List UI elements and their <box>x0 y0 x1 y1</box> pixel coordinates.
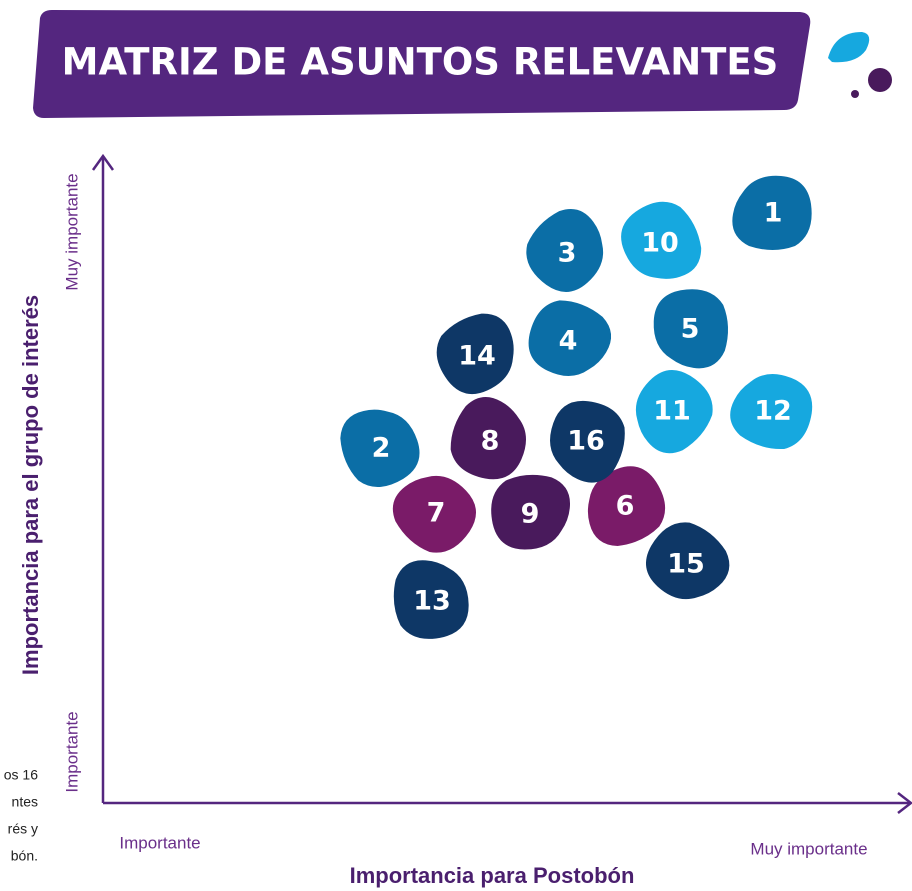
issue-blob <box>436 313 514 395</box>
issue-blob <box>491 474 571 550</box>
side-note: bón. <box>11 848 38 864</box>
issue-blob <box>340 409 420 487</box>
x-low-label: Importante <box>119 833 200 852</box>
issue-number: 5 <box>681 314 700 345</box>
decor-dot <box>851 90 859 98</box>
title-banner <box>33 10 811 118</box>
issue-node: 12 <box>730 374 813 450</box>
y-axis-title: Importancia para el grupo de interés <box>18 295 43 675</box>
issue-number: 12 <box>754 396 792 427</box>
side-note: os 16 <box>4 767 38 783</box>
issue-number: 6 <box>616 491 635 522</box>
issue-number: 13 <box>413 586 451 617</box>
y-high-label: Muy importante <box>62 173 81 290</box>
issue-node: 7 <box>392 475 476 553</box>
issue-blob <box>393 560 469 639</box>
issue-node: 3 <box>526 208 604 292</box>
issue-node: 13 <box>393 560 469 639</box>
y-arrow <box>91 153 115 171</box>
issue-blob <box>550 400 625 483</box>
issue-blob <box>621 201 702 279</box>
decor-dot <box>868 68 892 92</box>
issue-node: 6 <box>587 466 666 546</box>
issue-node: 2 <box>340 409 420 487</box>
issue-blob <box>646 522 730 600</box>
issue-number: 7 <box>427 498 446 529</box>
issue-blob <box>392 475 476 553</box>
issue-number: 1 <box>764 198 783 229</box>
issue-number: 10 <box>641 228 679 259</box>
side-note: rés y <box>8 821 38 837</box>
issue-number: 9 <box>521 499 540 530</box>
issue-node: 10 <box>621 201 702 279</box>
issue-node: 9 <box>491 474 571 550</box>
x-arrow <box>897 792 912 814</box>
issue-number: 4 <box>559 326 578 357</box>
issue-blob <box>450 397 526 480</box>
issue-node: 11 <box>635 370 713 454</box>
issue-blob <box>653 289 728 369</box>
issue-blob <box>635 370 713 454</box>
issue-blob <box>528 300 612 377</box>
issue-node: 1 <box>732 175 812 250</box>
issue-blob <box>526 208 604 292</box>
issue-number: 3 <box>558 238 577 269</box>
y-low-label: Importante <box>62 711 81 792</box>
issue-node: 15 <box>646 522 730 600</box>
decor-drop <box>828 32 870 63</box>
x-high-label: Muy importante <box>750 839 867 858</box>
issue-node: 8 <box>450 397 526 480</box>
issue-blob <box>732 175 812 250</box>
issue-number: 11 <box>653 396 691 427</box>
issue-node: 14 <box>436 313 514 395</box>
issue-number: 15 <box>667 549 705 580</box>
x-axis-title: Importancia para Postobón <box>350 863 635 888</box>
issue-number: 14 <box>458 341 496 372</box>
issue-node: 5 <box>653 289 728 369</box>
issue-number: 2 <box>372 433 391 464</box>
issue-number: 8 <box>481 426 500 457</box>
issue-blob <box>730 374 813 450</box>
issue-blob <box>587 466 666 546</box>
issue-number: 16 <box>567 426 605 457</box>
side-note: ntes <box>12 794 38 810</box>
issue-node: 16 <box>550 400 625 483</box>
title: MATRIZ DE ASUNTOS RELEVANTES <box>62 41 779 84</box>
issue-node: 4 <box>528 300 612 377</box>
